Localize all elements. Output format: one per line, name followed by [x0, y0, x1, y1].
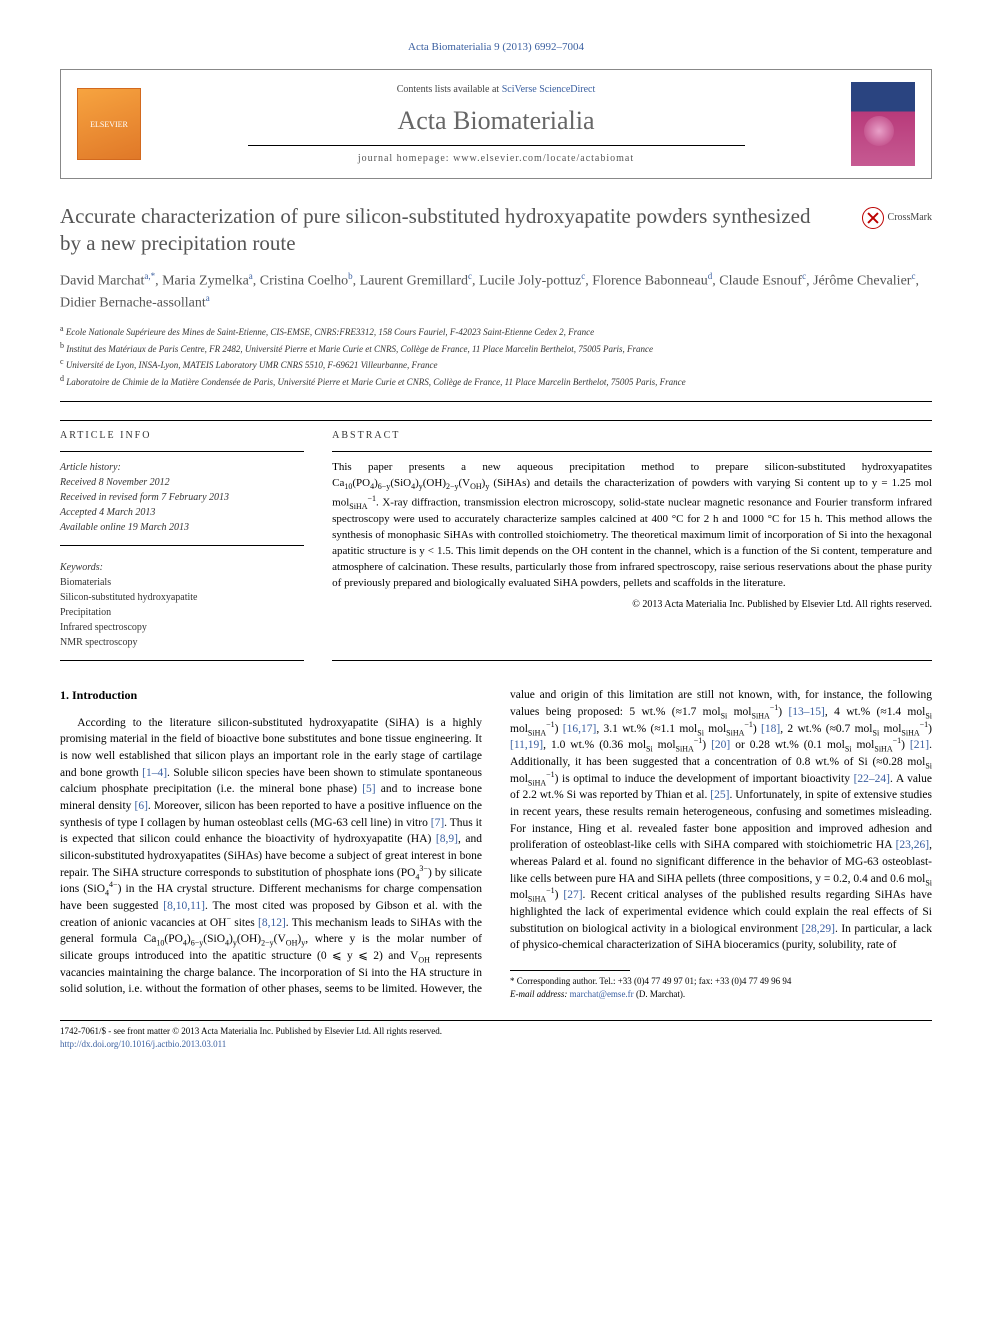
footnote-email-name: (D. Marchat). — [636, 989, 685, 999]
sciencedirect-link[interactable]: SciVerse ScienceDirect — [502, 84, 596, 95]
crossmark-label: CrossMark — [888, 211, 932, 225]
keyword-line: Infrared spectroscopy — [60, 620, 304, 635]
info-abstract-row: ARTICLE INFO Article history: Received 8… — [60, 420, 932, 661]
homepage-link[interactable]: www.elsevier.com/locate/actabiomat — [453, 153, 634, 164]
article-history: Article history: Received 8 November 201… — [60, 460, 304, 535]
header-center: Contents lists available at SciVerse Sci… — [141, 83, 851, 166]
footer-copyright: 1742-7061/$ - see front matter © 2013 Ac… — [60, 1025, 932, 1038]
section-heading-intro: 1. Introduction — [60, 687, 482, 704]
keyword-line: Precipitation — [60, 605, 304, 620]
article-info-column: ARTICLE INFO Article history: Received 8… — [60, 421, 304, 661]
history-line: Received 8 November 2012 — [60, 475, 304, 490]
footnote-email-label: E-mail address: — [510, 989, 567, 999]
article-info-heading: ARTICLE INFO — [60, 429, 304, 443]
crossmark-icon — [862, 207, 884, 229]
abstract-text: This paper presents a new aqueous precip… — [332, 460, 932, 592]
paper-title: Accurate characterization of pure silico… — [60, 203, 932, 256]
keywords-label: Keywords: — [60, 560, 304, 575]
abstract-heading: ABSTRACT — [332, 429, 932, 443]
footnote-separator — [510, 970, 630, 971]
abstract-column: ABSTRACT This paper presents a new aqueo… — [332, 421, 932, 661]
crossmark-badge[interactable]: CrossMark — [862, 207, 932, 229]
journal-cover-thumbnail — [851, 82, 915, 166]
title-block: Accurate characterization of pure silico… — [60, 203, 932, 256]
elsevier-logo: ELSEVIER — [77, 88, 141, 160]
journal-homepage-line: journal homepage: www.elsevier.com/locat… — [141, 152, 851, 166]
affiliation-line: c Université de Lyon, INSA-Lyon, MATEIS … — [60, 356, 932, 373]
keyword-line: Biomaterials — [60, 575, 304, 590]
history-label: Article history: — [60, 460, 304, 475]
body-two-column: 1. Introduction According to the literat… — [60, 687, 932, 1000]
history-line: Available online 19 March 2013 — [60, 520, 304, 535]
affiliation-line: d Laboratoire de Chimie de la Matière Co… — [60, 373, 932, 390]
history-line: Received in revised form 7 February 2013 — [60, 490, 304, 505]
keyword-line: Silicon-substituted hydroxyapatite — [60, 590, 304, 605]
contents-prefix: Contents lists available at — [397, 84, 502, 95]
affiliation-line: a Ecole Nationale Supérieure des Mines d… — [60, 323, 932, 340]
affiliations: a Ecole Nationale Supérieure des Mines d… — [60, 323, 932, 389]
author-list: David Marchata,*, Maria Zymelkaa, Cristi… — [60, 270, 932, 313]
keywords-block: Keywords: BiomaterialsSilicon-substitute… — [60, 560, 304, 650]
history-line: Accepted 4 March 2013 — [60, 505, 304, 520]
abstract-copyright: © 2013 Acta Materialia Inc. Published by… — [332, 598, 932, 612]
corresponding-author-footnote: * Corresponding author. Tel.: +33 (0)4 7… — [510, 975, 932, 1000]
footnote-email-link[interactable]: marchat@emse.fr — [570, 989, 634, 999]
footer-rule — [60, 1020, 932, 1021]
journal-reference: Acta Biomaterialia 9 (2013) 6992–7004 — [60, 40, 932, 55]
footer-doi-link[interactable]: http://dx.doi.org/10.1016/j.actbio.2013.… — [60, 1039, 226, 1049]
page-footer: 1742-7061/$ - see front matter © 2013 Ac… — [60, 1025, 932, 1050]
journal-header-box: ELSEVIER Contents lists available at Sci… — [60, 69, 932, 179]
contents-available-line: Contents lists available at SciVerse Sci… — [141, 83, 851, 97]
homepage-label: journal homepage: — [358, 153, 453, 164]
footnote-corr: * Corresponding author. Tel.: +33 (0)4 7… — [510, 975, 932, 988]
affiliation-line: b Institut des Matériaux de Paris Centre… — [60, 340, 932, 357]
keyword-line: NMR spectroscopy — [60, 635, 304, 650]
intro-paragraph: According to the literature silicon-subs… — [60, 687, 932, 1000]
journal-name: Acta Biomaterialia — [141, 103, 851, 139]
